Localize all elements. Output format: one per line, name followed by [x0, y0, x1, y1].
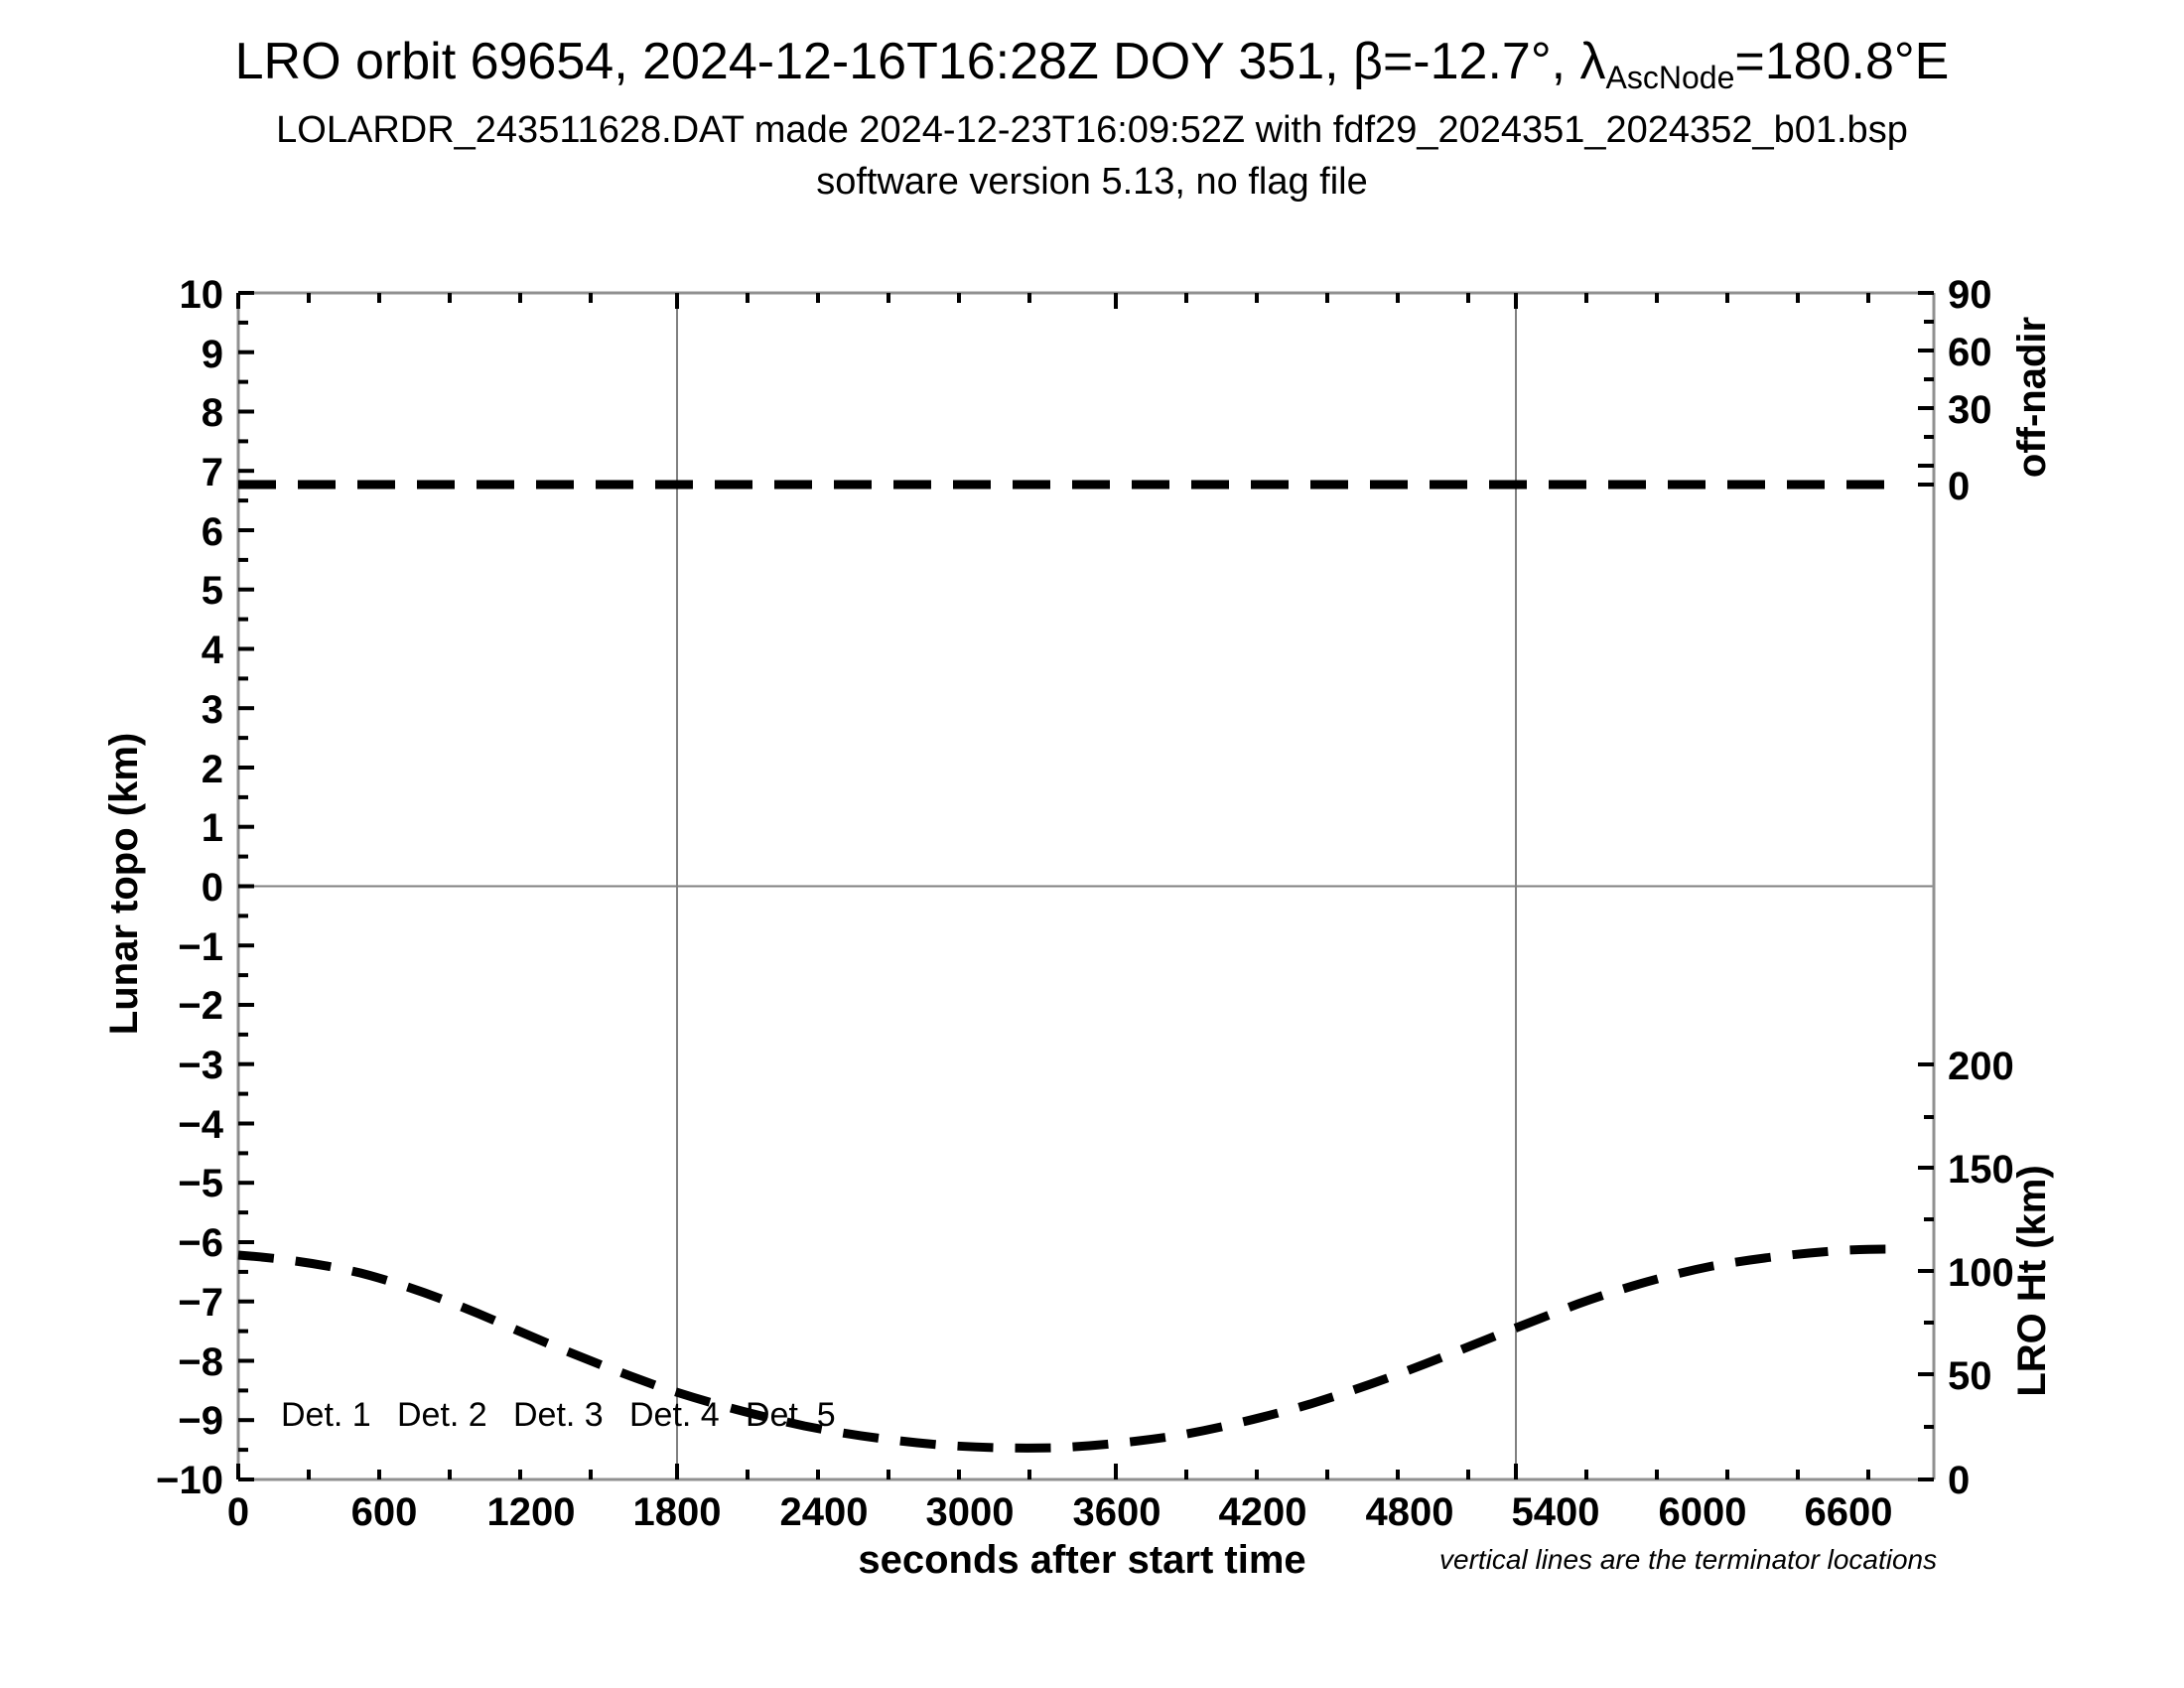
left-tick-label: 9	[202, 333, 223, 376]
legend: Det. 1 Det. 2 Det. 3 Det. 4 Det. 5	[281, 1396, 836, 1434]
right-axis-offnadir-title: off-nadir	[2010, 317, 2054, 478]
lroht-tick-label: 0	[1948, 1459, 1970, 1502]
left-tick-label: 6	[202, 510, 223, 554]
right-axis-lroht-title: LRO Ht (km)	[2010, 1165, 2054, 1396]
offnadir-tick-label: 30	[1948, 388, 1992, 432]
bottom-axis-title: seconds after start time	[858, 1538, 1305, 1582]
left-tick-label: 1	[202, 806, 223, 850]
axis-ticks-horizontal	[236, 293, 1870, 1479]
page-title-subscript: AscNode	[1605, 60, 1735, 95]
x-tick-label: 0	[227, 1490, 249, 1534]
x-tick-label: 6000	[1659, 1490, 1747, 1534]
legend-item-det-4[interactable]: Det. 4	[629, 1396, 720, 1434]
x-tick-label: 3000	[926, 1490, 1015, 1534]
subtitle-line-1: LOLARDR_243511628.DAT made 2024-12-23T16…	[276, 109, 1908, 151]
legend-item-det-3[interactable]: Det. 3	[513, 1396, 604, 1434]
lroht-tick-label: 50	[1948, 1354, 1992, 1398]
left-tick-label: 10	[180, 273, 224, 317]
x-tick-label: 4800	[1366, 1490, 1454, 1534]
page-title-suffix: =180.8°E	[1734, 33, 1950, 90]
left-tick-label: −6	[178, 1221, 223, 1265]
bottom-axis-tick-labels: 0 600 1200 1800 2400 3000 3600 4200 4800…	[227, 1490, 1893, 1534]
lroht-tick-label: 200	[1948, 1045, 2014, 1088]
offnadir-tick-label: 90	[1948, 273, 1992, 317]
x-tick-label: 1800	[633, 1490, 722, 1534]
axis-ticks-right	[1918, 291, 1934, 1481]
legend-item-det-2[interactable]: Det. 2	[397, 1396, 487, 1434]
lroht-tick-label: 150	[1948, 1148, 2014, 1192]
series-lro-height-curve	[237, 1244, 1897, 1453]
x-tick-label: 3600	[1073, 1490, 1161, 1534]
x-tick-label: 2400	[780, 1490, 869, 1534]
x-tick-label: 1200	[487, 1490, 576, 1534]
left-tick-label: −2	[178, 984, 223, 1028]
x-tick-label: 600	[351, 1490, 418, 1534]
right-axis-lroht-tick-labels: 200 150 100 50 0	[1948, 1045, 2014, 1502]
left-tick-label: −8	[178, 1340, 223, 1384]
subtitle-line-2: software version 5.13, no flag file	[816, 161, 1368, 203]
axis-ticks-left	[238, 291, 254, 1481]
left-tick-label: −3	[178, 1044, 223, 1087]
left-tick-label: −1	[178, 925, 223, 969]
left-tick-label: −4	[178, 1103, 223, 1147]
x-tick-label: 5400	[1512, 1490, 1600, 1534]
title-block: LRO orbit 69654, 2024-12-16T16:28Z DOY 3…	[0, 0, 2184, 207]
left-axis-title: Lunar topo (km)	[102, 733, 146, 1035]
offnadir-tick-label: 0	[1948, 465, 1970, 508]
offnadir-tick-label: 60	[1948, 331, 1992, 374]
left-tick-label: −5	[178, 1162, 223, 1205]
lroht-tick-label: 100	[1948, 1251, 2014, 1295]
left-tick-label: 8	[202, 391, 223, 435]
left-tick-label: 7	[202, 451, 223, 494]
x-tick-label: 4200	[1219, 1490, 1307, 1534]
page-title: LRO orbit 69654, 2024-12-16T16:28Z DOY 3…	[0, 0, 2184, 99]
left-tick-label: 5	[202, 569, 223, 613]
left-tick-label: −7	[178, 1281, 223, 1325]
right-axis-offnadir-tick-labels: 90 60 30 0	[1948, 273, 1992, 508]
left-tick-label: −9	[178, 1399, 223, 1443]
left-tick-label: −10	[156, 1459, 223, 1502]
footnote-terminator-note: vertical lines are the terminator locati…	[1439, 1544, 1937, 1575]
x-tick-label: 6600	[1805, 1490, 1893, 1534]
left-tick-label: 4	[202, 629, 224, 672]
legend-item-det-5[interactable]: Det. 5	[746, 1396, 836, 1434]
left-tick-label: 2	[202, 748, 223, 791]
legend-item-det-1[interactable]: Det. 1	[281, 1396, 371, 1434]
left-tick-label: 0	[202, 866, 223, 910]
page-title-prefix: LRO orbit 69654, 2024-12-16T16:28Z DOY 3…	[234, 33, 1606, 90]
left-axis-tick-labels: 10 9 8 7 6 5 4 3 2 1 0 −1 −2 −3 −4 −5 −6…	[156, 273, 224, 1502]
left-tick-label: 3	[202, 688, 223, 732]
